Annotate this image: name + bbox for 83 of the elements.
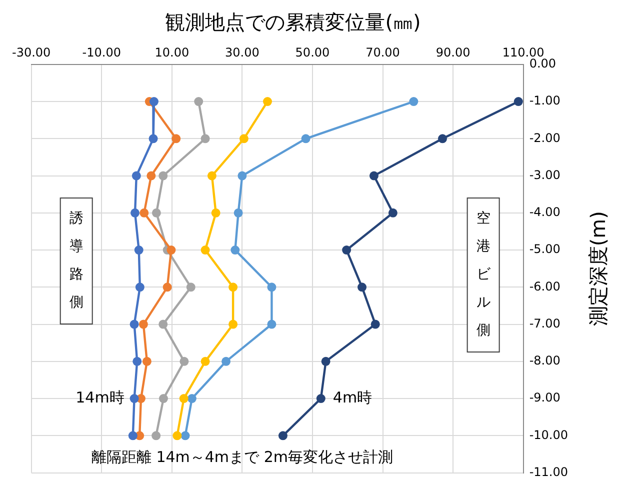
point	[152, 208, 161, 218]
point	[438, 134, 447, 144]
point	[267, 282, 276, 292]
y-tick-label: -1.00	[529, 94, 560, 108]
point	[200, 246, 210, 255]
point	[207, 171, 216, 180]
annotation: 誘導路側	[69, 210, 84, 311]
point	[149, 97, 158, 106]
point	[186, 282, 196, 292]
point	[128, 431, 138, 440]
point	[316, 394, 326, 404]
point	[158, 394, 168, 404]
y-tick-label: -3.00	[529, 168, 560, 182]
point	[388, 208, 398, 218]
point	[301, 134, 310, 144]
y-tick-label: -11.00	[529, 464, 568, 479]
point	[158, 171, 168, 180]
point	[228, 282, 238, 292]
point	[211, 208, 220, 218]
point	[152, 431, 161, 440]
point	[239, 134, 248, 144]
point	[146, 171, 156, 180]
annotation: 離隔距離 14m～4mまで 2m毎変化させ計測	[91, 448, 393, 466]
point	[130, 394, 139, 404]
y-tick-label: -8.00	[529, 354, 560, 368]
point	[130, 320, 139, 329]
point	[200, 134, 210, 144]
point	[267, 320, 276, 329]
point	[342, 246, 352, 255]
point	[370, 320, 380, 329]
x-tick-label: 10.00	[154, 45, 190, 60]
y-tick-label: 0.00	[529, 56, 556, 71]
annotation: 14m時	[76, 388, 124, 406]
x-tick-label: 50.00	[295, 45, 330, 60]
y-tick-label: -2.00	[529, 130, 560, 145]
point	[158, 320, 168, 329]
point	[187, 394, 196, 404]
point	[514, 97, 523, 106]
point	[228, 320, 238, 329]
point	[200, 356, 210, 366]
y-tick-label: -7.00	[529, 316, 560, 330]
point	[148, 134, 158, 144]
point	[140, 208, 149, 218]
point	[180, 431, 190, 440]
point	[278, 431, 288, 440]
x-tick-label: 70.00	[366, 45, 400, 60]
point	[172, 431, 182, 440]
y-tick-label: -4.00	[529, 205, 560, 220]
y-tick-label: -5.00	[529, 242, 560, 256]
point	[369, 171, 378, 180]
point	[262, 97, 272, 106]
point	[132, 171, 141, 180]
point	[321, 356, 330, 366]
point	[134, 246, 144, 255]
x-tick-label: 30.00	[225, 45, 260, 60]
y-tick-label: -10.00	[529, 428, 568, 442]
point	[222, 356, 231, 366]
point	[130, 208, 140, 218]
point	[180, 356, 189, 366]
point	[358, 282, 367, 292]
point	[162, 282, 172, 292]
x-tick-label: -10.00	[82, 45, 121, 60]
point	[135, 282, 144, 292]
point	[166, 246, 176, 255]
y-tick-label: -6.00	[529, 279, 560, 294]
point	[172, 134, 181, 144]
point	[194, 97, 204, 106]
point	[179, 394, 188, 404]
annotation: 空港ビル側	[476, 210, 492, 339]
x-tick-label: -30.00	[12, 45, 51, 60]
point	[132, 356, 142, 366]
point	[234, 208, 243, 218]
point	[238, 171, 247, 180]
x-tick-label: 110.00	[502, 45, 544, 60]
point	[409, 97, 418, 106]
chart-title: 観測地点での累積変位量(㎜)	[165, 10, 421, 34]
y-axis-title: 測定深度(m)	[586, 211, 610, 326]
y-tick-label: -9.00	[529, 390, 560, 405]
point	[138, 320, 148, 329]
annotation: 4m時	[332, 388, 372, 406]
point	[142, 356, 152, 366]
x-tick-label: 90.00	[436, 45, 470, 60]
point	[230, 246, 240, 255]
